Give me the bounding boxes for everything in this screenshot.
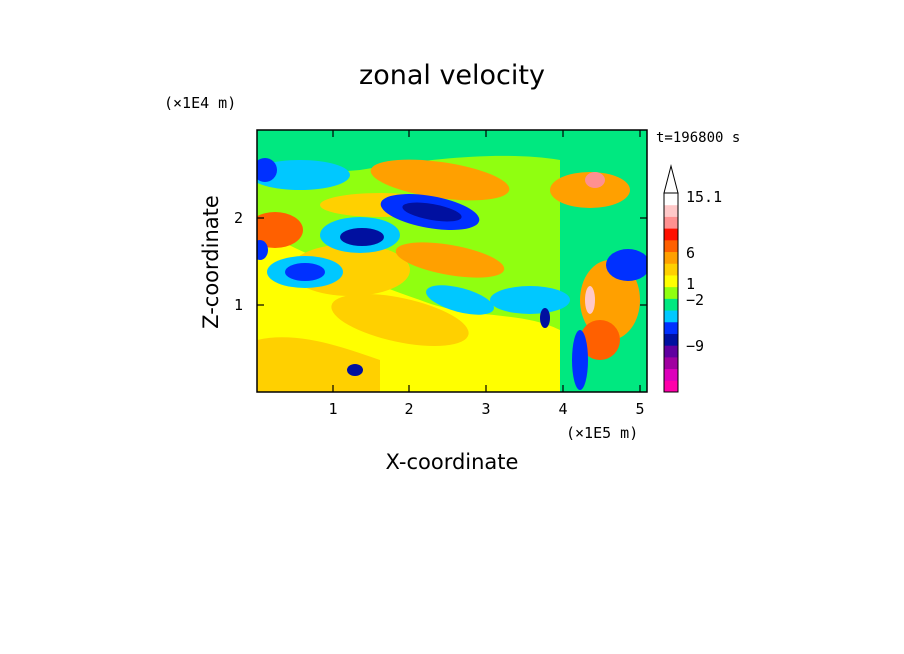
colorbar-label: 15.1 bbox=[686, 188, 722, 206]
y-tick-label: 1 bbox=[234, 296, 243, 314]
y-axis bbox=[257, 217, 647, 306]
colorbar-label: −9 bbox=[686, 337, 704, 355]
colorbar-frame bbox=[663, 192, 679, 393]
contour-negative bbox=[490, 286, 570, 314]
colorbar-cell bbox=[664, 239, 678, 253]
colorbar-cell bbox=[664, 345, 678, 358]
colorbar-cell bbox=[664, 310, 678, 323]
contour-band bbox=[257, 130, 560, 173]
time-label: t=196800 s bbox=[656, 130, 740, 146]
colorbar-cells bbox=[664, 193, 678, 393]
contour-negative bbox=[426, 285, 494, 315]
contour-negative bbox=[402, 202, 462, 222]
x-axis bbox=[332, 130, 641, 392]
contour-positive bbox=[585, 172, 605, 188]
x-unit-label: (×1E5 m) bbox=[566, 424, 638, 442]
colorbar-top-triangle bbox=[663, 164, 679, 194]
colorbar-label: 6 bbox=[686, 244, 695, 262]
y-axis-title: Z-coordinate bbox=[199, 195, 223, 329]
contour-positive bbox=[580, 320, 620, 360]
contour-negative bbox=[257, 240, 268, 260]
contour-negative bbox=[257, 158, 277, 182]
field-contours bbox=[257, 130, 647, 392]
contour-positive bbox=[550, 172, 630, 208]
plot-area bbox=[257, 130, 647, 392]
colorbar-cell bbox=[664, 274, 678, 288]
colorbar-cell bbox=[664, 286, 678, 299]
x-tick-label: 4 bbox=[558, 400, 567, 418]
contour-negative bbox=[572, 330, 588, 390]
contour-negative bbox=[340, 228, 384, 246]
contour-positive bbox=[257, 212, 303, 248]
contour-negative bbox=[285, 263, 325, 281]
contour-positive bbox=[331, 294, 469, 346]
colorbar-cell bbox=[664, 193, 678, 206]
colorbar-label: −2 bbox=[686, 291, 704, 309]
colorbar bbox=[663, 164, 679, 393]
contour-positive bbox=[370, 159, 510, 201]
x-tick-label: 3 bbox=[481, 400, 490, 418]
contour-negative bbox=[606, 249, 647, 281]
colorbar-cell bbox=[664, 263, 678, 276]
colorbar-cell bbox=[664, 251, 678, 264]
contour-negative bbox=[347, 364, 363, 376]
y-tick-label: 2 bbox=[234, 209, 243, 227]
chart-title: zonal velocity bbox=[359, 60, 545, 91]
contour-band bbox=[257, 337, 380, 392]
contour-negative bbox=[257, 160, 350, 190]
contour-positive bbox=[395, 242, 505, 278]
colorbar-cell bbox=[664, 298, 678, 311]
colorbar-cell bbox=[664, 368, 678, 381]
colorbar-cell bbox=[664, 380, 678, 393]
x-tick-label: 2 bbox=[404, 400, 413, 418]
colorbar-cell bbox=[664, 321, 678, 334]
x-axis-title: X-coordinate bbox=[386, 450, 519, 474]
colorbar-cell bbox=[664, 228, 678, 241]
x-tick-label: 5 bbox=[635, 400, 644, 418]
colorbar-label: 1 bbox=[686, 275, 695, 293]
colorbar-cell bbox=[664, 333, 678, 346]
contour-negative bbox=[540, 308, 550, 328]
colorbar-cell bbox=[664, 204, 678, 217]
y-unit-label: (×1E4 m) bbox=[164, 94, 236, 112]
x-tick-label: 1 bbox=[328, 400, 337, 418]
colorbar-cell bbox=[664, 356, 678, 370]
colorbar-cell bbox=[664, 216, 678, 229]
plot-frame bbox=[256, 129, 648, 393]
contour-positive bbox=[585, 286, 595, 314]
